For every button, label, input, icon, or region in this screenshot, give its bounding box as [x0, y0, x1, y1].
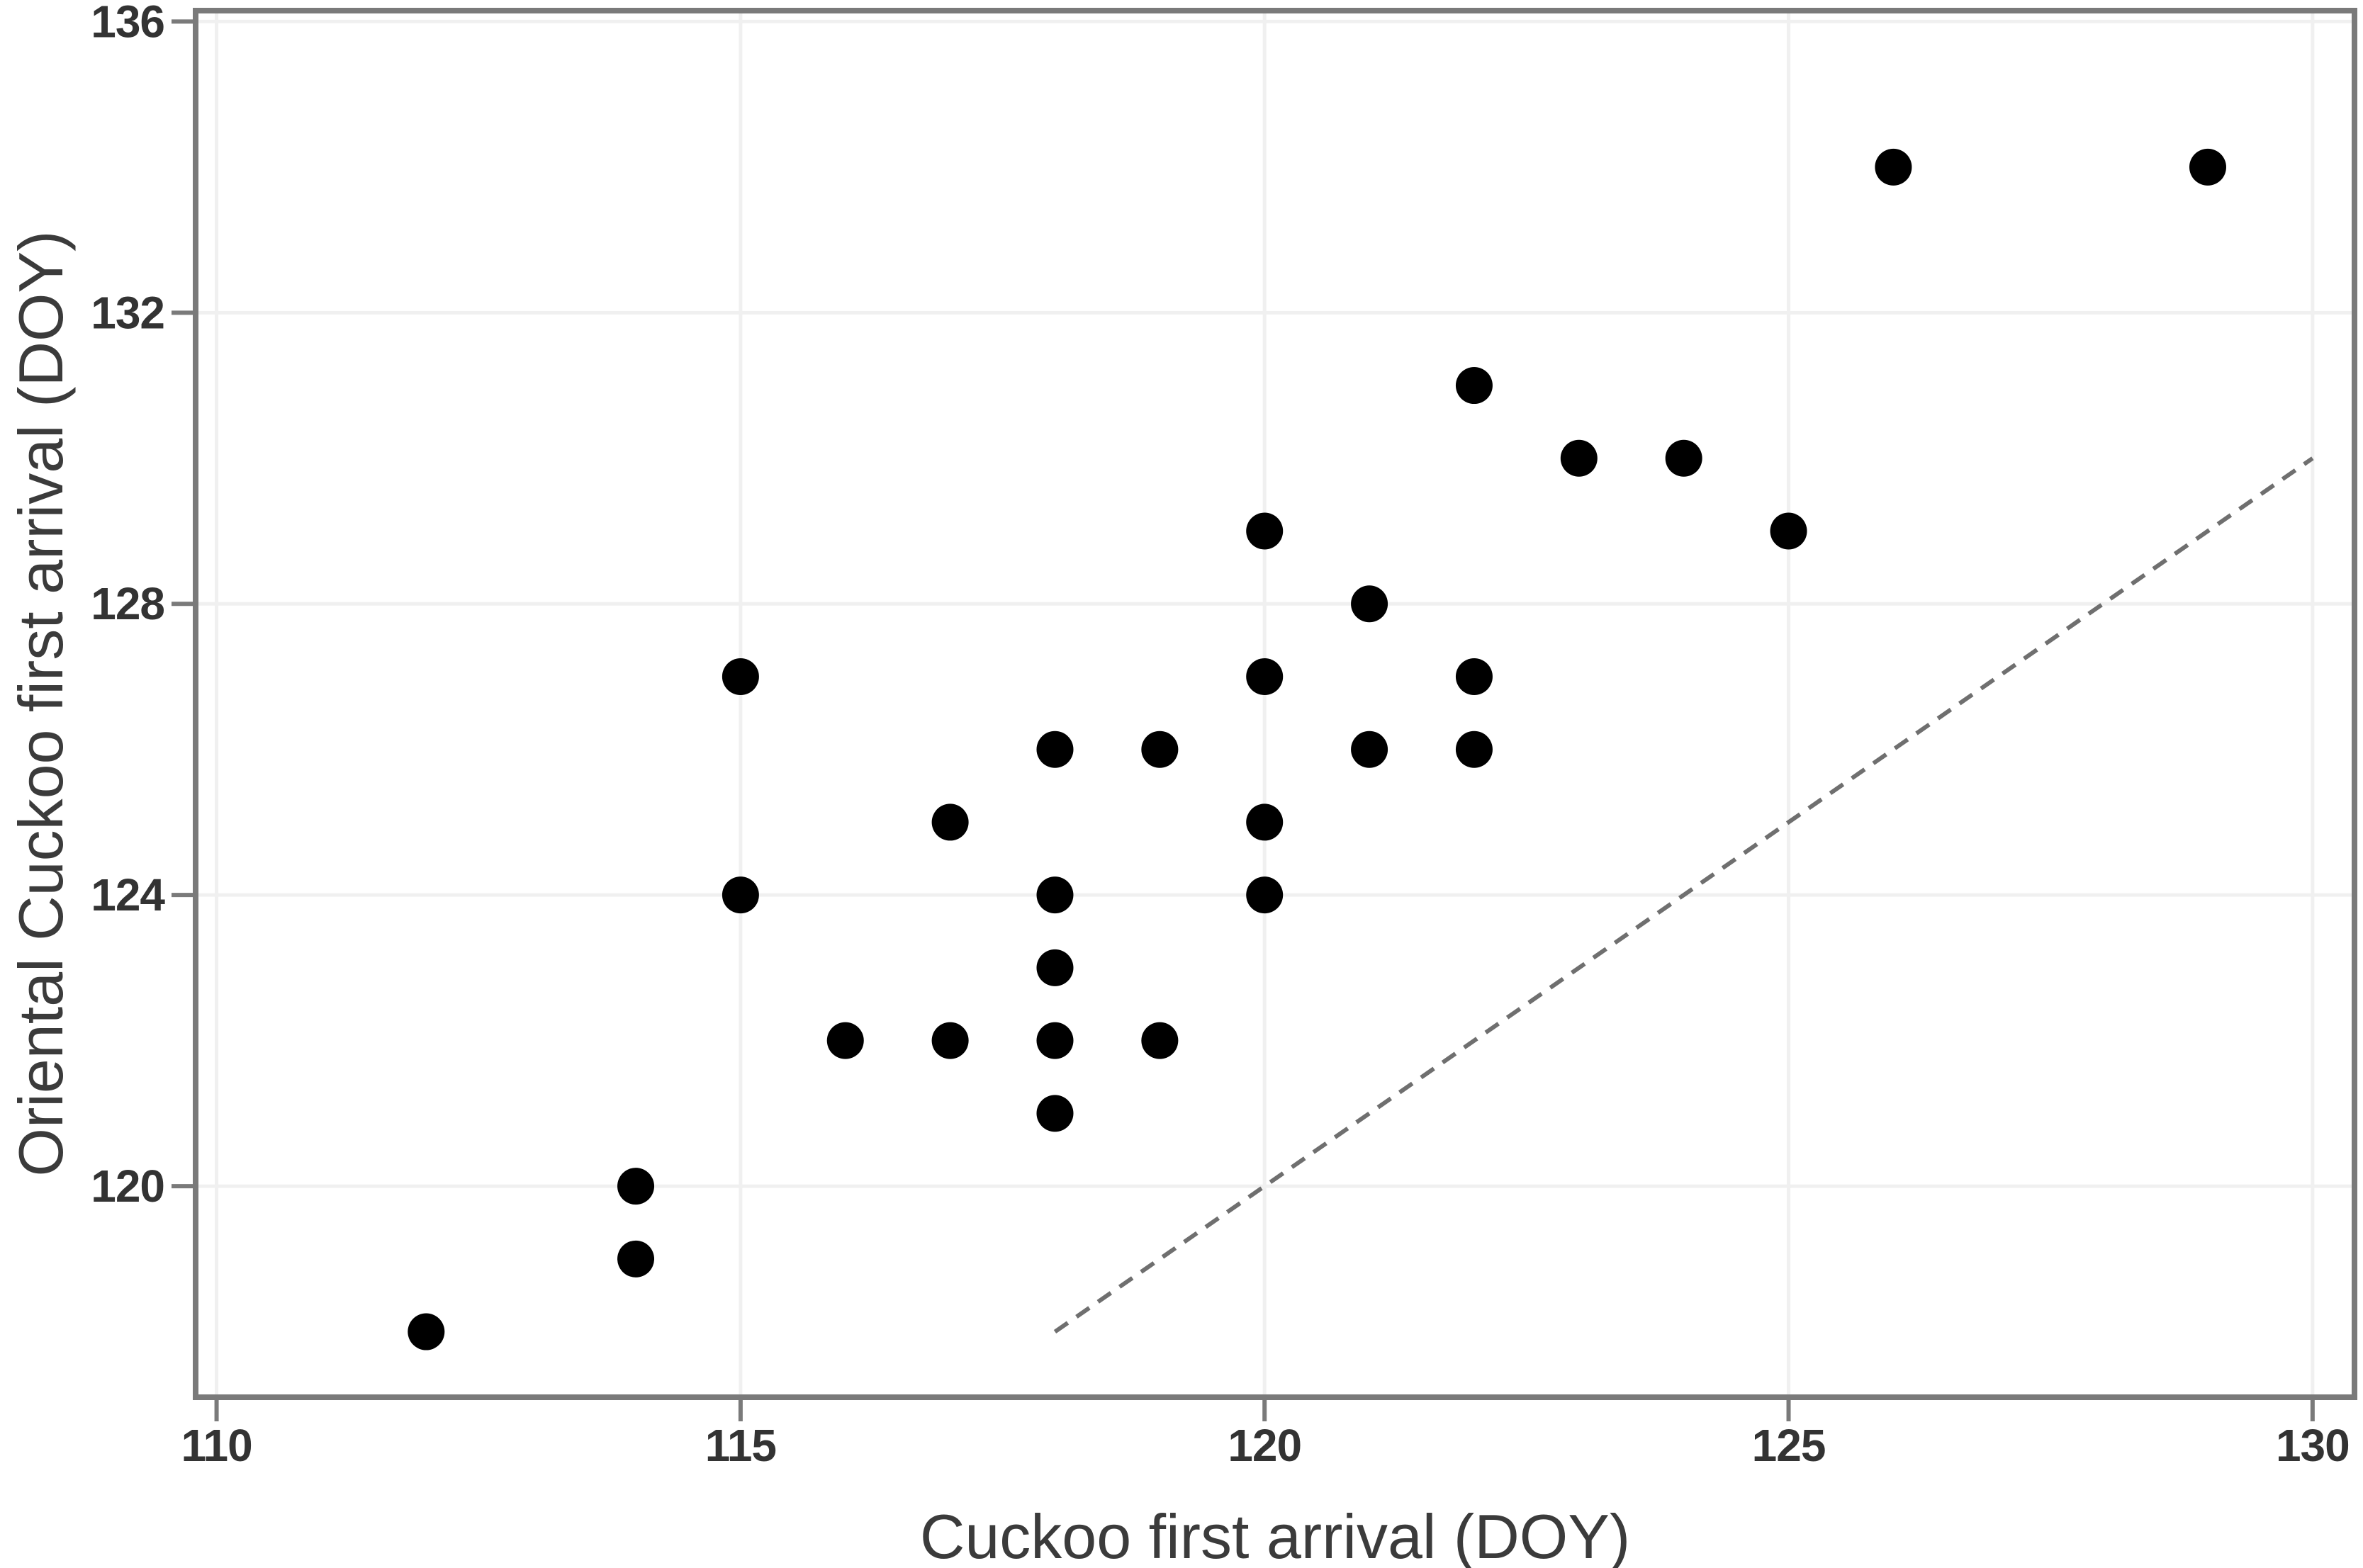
data-point: [1246, 512, 1284, 550]
x-tick-label: 110: [181, 1420, 252, 1471]
data-point: [1665, 439, 1702, 477]
data-point: [1770, 512, 1807, 550]
data-point: [2189, 148, 2226, 186]
data-point: [1875, 148, 1912, 186]
y-tick-label: 132: [91, 287, 164, 338]
data-point: [1036, 949, 1074, 986]
y-tick-label: 136: [91, 0, 164, 47]
data-point: [1246, 876, 1284, 914]
data-point: [1560, 439, 1598, 477]
y-tick-label: 120: [91, 1161, 164, 1212]
x-tick-label: 115: [705, 1420, 776, 1471]
data-point: [617, 1240, 655, 1277]
y-axis-title: Oriental Cuckoo first arrival (DOY): [6, 230, 76, 1177]
data-point: [931, 1022, 969, 1059]
data-point: [1455, 731, 1493, 768]
data-point: [1246, 803, 1284, 841]
data-point: [1351, 731, 1388, 768]
data-point: [1036, 1022, 1074, 1059]
data-point: [1036, 876, 1074, 914]
x-axis-title: Cuckoo first arrival (DOY): [919, 1501, 1631, 1568]
data-point: [1455, 658, 1493, 695]
data-point: [408, 1313, 445, 1350]
data-point: [826, 1022, 864, 1059]
plot-border: [193, 8, 2357, 1400]
data-point: [617, 1168, 655, 1205]
identity-line: [1053, 456, 2314, 1334]
data-point: [1455, 367, 1493, 405]
data-point: [1036, 731, 1074, 768]
x-tick-label: 120: [1228, 1420, 1301, 1471]
data-point: [1351, 585, 1388, 623]
data-point: [722, 876, 759, 914]
data-point: [722, 658, 759, 695]
data-point: [1036, 1095, 1074, 1132]
data-point: [1141, 731, 1179, 768]
x-tick-label: 125: [1752, 1420, 1826, 1471]
y-tick-label: 128: [91, 578, 164, 629]
data-point: [1141, 1022, 1179, 1059]
y-tick-label: 124: [91, 869, 165, 920]
data-point: [931, 803, 969, 841]
data-point: [1246, 658, 1284, 695]
x-tick-label: 130: [2276, 1420, 2350, 1471]
